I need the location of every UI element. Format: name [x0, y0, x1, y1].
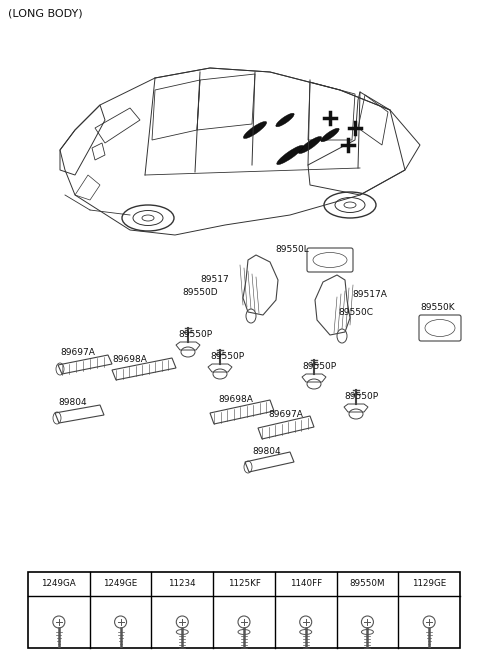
Text: 1249GE: 1249GE — [104, 579, 138, 588]
Text: 1129GE: 1129GE — [412, 579, 446, 588]
Text: 89550C: 89550C — [338, 308, 373, 317]
Text: 89517A: 89517A — [352, 290, 387, 299]
Text: 89697A: 89697A — [268, 410, 303, 419]
Ellipse shape — [277, 146, 303, 165]
Text: 89804: 89804 — [58, 398, 86, 407]
Text: 89804: 89804 — [252, 447, 281, 456]
Ellipse shape — [321, 128, 339, 142]
Text: 89698A: 89698A — [112, 355, 147, 364]
Text: 89550L: 89550L — [275, 245, 309, 254]
Text: 89550D: 89550D — [182, 288, 217, 297]
Ellipse shape — [243, 121, 267, 138]
Text: 89550P: 89550P — [210, 352, 244, 361]
Ellipse shape — [299, 136, 322, 154]
Text: 89697A: 89697A — [60, 348, 95, 357]
Text: 89550P: 89550P — [178, 330, 212, 339]
Bar — [28, 572, 460, 648]
Text: 89698A: 89698A — [218, 395, 253, 404]
Text: (LONG BODY): (LONG BODY) — [8, 8, 83, 18]
Text: 89550P: 89550P — [344, 392, 378, 401]
Text: 89550K: 89550K — [420, 303, 455, 312]
Text: 1249GA: 1249GA — [41, 579, 76, 588]
Ellipse shape — [276, 113, 294, 127]
Text: 89517: 89517 — [200, 275, 229, 284]
Ellipse shape — [344, 202, 356, 208]
Text: 89550P: 89550P — [302, 362, 336, 371]
Text: 11234: 11234 — [168, 579, 196, 588]
Text: 1125KF: 1125KF — [228, 579, 261, 588]
Text: 89550M: 89550M — [349, 579, 385, 588]
Ellipse shape — [142, 215, 154, 221]
Text: 1140FF: 1140FF — [289, 579, 322, 588]
